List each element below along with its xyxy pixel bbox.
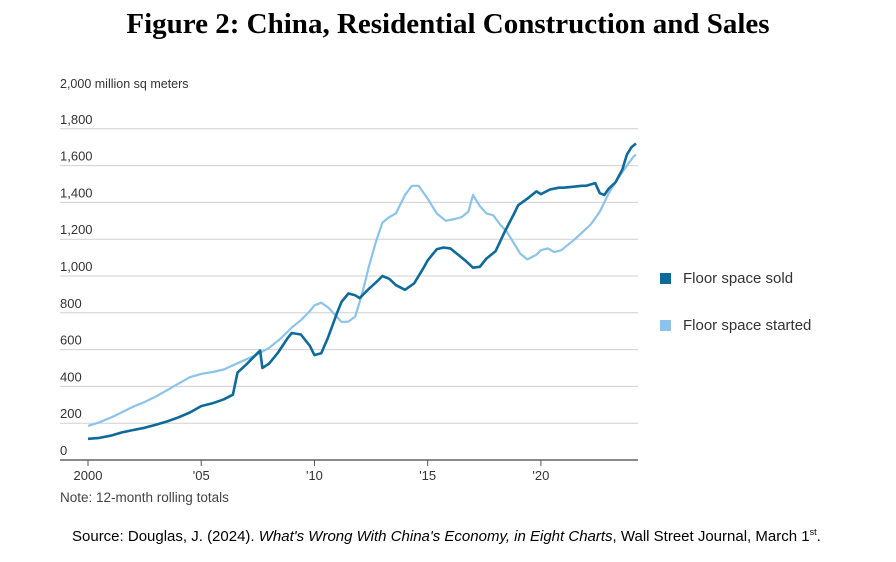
x-axis-ticks: 2000 '05 '10 '15 '20 [74,460,549,483]
source-superscript: st [809,527,817,537]
y-tick-label: 1,800 [60,112,93,127]
y-axis-unit-label: 2,000 million sq meters [60,77,189,91]
legend-label-started: Floor space started [683,317,812,334]
y-axis-ticks: 0 200 400 600 800 1,000 1,200 1,400 1,600 1,800 [60,112,93,458]
y-tick-label: 0 [60,443,67,458]
x-tick-label: '20 [532,468,549,483]
y-tick-label: 1,000 [60,259,93,274]
source-citation: Source: Douglas, J. (2024). What's Wrong… [72,527,821,545]
legend-swatch-started [660,320,671,331]
y-tick-label: 200 [60,406,82,421]
x-tick-label: '05 [193,468,210,483]
y-tick-label: 1,400 [60,185,93,200]
y-tick-label: 1,600 [60,149,93,164]
x-tick-label: 2000 [74,468,103,483]
legend-swatch-sold [660,273,671,284]
series-line-floor-space-sold [87,142,637,441]
source-end: . [816,528,821,545]
series-lines [87,142,637,441]
y-tick-label: 400 [60,369,82,384]
y-tick-label: 1,200 [60,222,93,237]
series-line-floor-space-started [87,153,637,428]
legend-label-sold: Floor space sold [683,270,794,287]
x-tick-label: '10 [306,468,323,483]
legend-item-sold: Floor space sold [660,270,793,287]
x-tick-label: '15 [419,468,436,483]
source-article-title: What's Wrong With China's Economy, in Ei… [258,528,613,545]
gridlines [60,128,638,461]
source-prefix: Source: Douglas, J. (2024). [72,528,259,545]
y-tick-label: 600 [60,333,82,348]
chart-note: Note: 12-month rolling totals [60,490,229,505]
figure-title: Figure 2: China, Residential Constructio… [126,8,770,40]
y-tick-label: 800 [60,296,82,311]
legend-item-started: Floor space started [660,317,811,334]
source-suffix: , Wall Street Journal, March 1 [612,528,810,545]
